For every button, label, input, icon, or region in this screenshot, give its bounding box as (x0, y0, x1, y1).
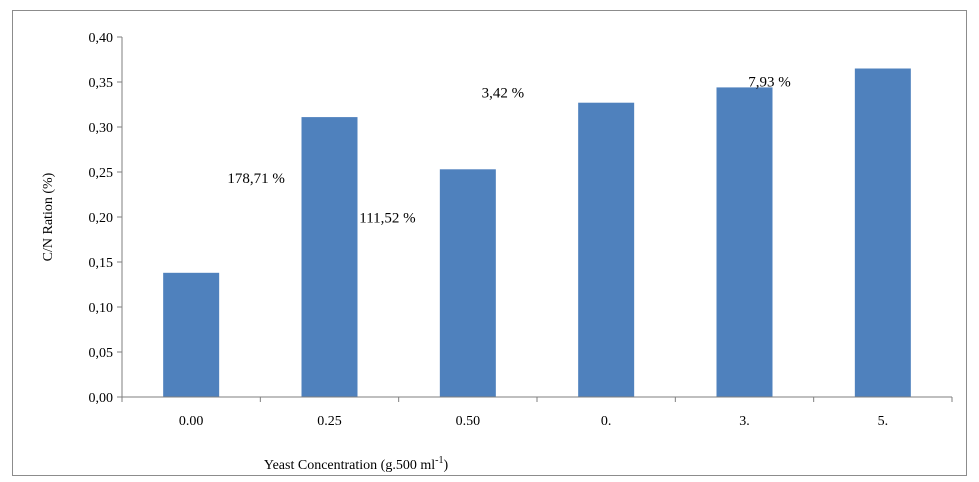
x-axis-label-superscript: -1 (435, 455, 443, 466)
data-annotation: 178,71 % (227, 171, 285, 187)
x-axis-label-main: Yeast Concentration (g.500 ml (264, 458, 435, 473)
bars (163, 68, 911, 398)
data-annotation: 3,42 % (482, 85, 525, 101)
x-axis-label-end: ) (443, 458, 448, 473)
y-tick-label: 0,35 (89, 76, 114, 91)
x-tick-label: 0. (601, 414, 612, 429)
x-tick-label: 5. (878, 414, 889, 429)
x-tick-label: 3. (739, 414, 750, 429)
x-tick-label: 0.25 (317, 414, 342, 429)
bar (163, 272, 220, 397)
y-tick-label: 0,05 (89, 346, 114, 361)
data-annotation: 111,52 % (359, 210, 415, 226)
x-axis-ticks: 0.00 0.25 0.50 0. 3. 5. (121, 397, 953, 429)
y-axis-ticks: 0,00 0,05 0,10 0,15 0,20 0,25 0,30 0,35 0,40 (89, 31, 122, 406)
y-tick-label: 0,15 (89, 256, 114, 271)
x-tick-label: 0.50 (456, 414, 481, 429)
annotations: 178,71 % 111,52 % 3,42 % 7,93 % (227, 75, 790, 227)
x-tick-label: 0.00 (179, 414, 204, 429)
y-axis-label: C/N Ration (%) (41, 172, 56, 261)
y-tick-label: 0,40 (89, 31, 114, 46)
y-tick-label: 0,30 (89, 121, 114, 136)
bar (578, 102, 635, 397)
bar (301, 117, 358, 397)
bar (439, 169, 496, 397)
data-annotation: 7,93 % (748, 75, 791, 91)
y-tick-label: 0,20 (89, 211, 114, 226)
y-tick-label: 0,10 (89, 301, 114, 316)
y-tick-label: 0,00 (89, 391, 114, 406)
x-axis-label: Yeast Concentration (g.500 ml-1) (264, 455, 449, 473)
bar (716, 87, 773, 398)
bar (854, 68, 911, 397)
y-tick-label: 0,25 (89, 166, 114, 181)
